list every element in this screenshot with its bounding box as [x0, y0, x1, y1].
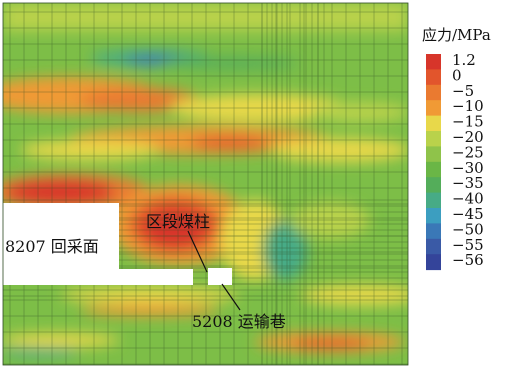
legend-label: −35: [452, 174, 484, 192]
legend-label: −5: [452, 82, 474, 100]
legend-swatch: [426, 100, 441, 117]
roadway-leader-line: [221, 283, 241, 311]
face-label: 8207 回采面: [5, 237, 99, 256]
legend-label: −45: [452, 205, 484, 223]
legend-swatch: [426, 161, 441, 178]
legend-title: 应力/MPa: [422, 26, 491, 44]
legend-label: −25: [452, 143, 484, 161]
legend-swatch: [426, 146, 441, 163]
stress-legend: 应力/MPa 1.20−5−10−15−20−25−30−35−40−45−50…: [422, 26, 491, 271]
legend-swatch: [426, 238, 441, 255]
legend-swatch: [426, 115, 441, 132]
legend-swatch: [426, 131, 441, 147]
legend-label: −20: [452, 128, 484, 146]
legend-label: −30: [452, 159, 484, 177]
legend-label: 0: [452, 66, 462, 84]
legend-label: −40: [452, 190, 484, 208]
roadway-label: 5208 运输巷: [192, 312, 286, 331]
working-face-opening: [3, 203, 119, 269]
pillar-label: 区段煤柱: [146, 212, 210, 231]
legend-label: −56: [452, 251, 484, 269]
legend-swatch: [426, 254, 441, 271]
legend-label: 1.2: [452, 51, 476, 69]
transport-roadway-opening: [208, 268, 232, 285]
legend-swatch: [426, 223, 441, 240]
legend-label: −55: [452, 236, 484, 254]
pillar-leader-line: [187, 230, 208, 273]
legend-swatch: [426, 177, 441, 194]
legend-swatch: [426, 84, 441, 101]
legend-label: −10: [452, 97, 484, 115]
working-face-roadway-opening: [3, 269, 193, 285]
legend-label: −50: [452, 220, 484, 238]
legend-swatch: [426, 192, 441, 209]
stress-contour-plot: [3, 3, 408, 365]
legend-swatch: [426, 69, 441, 86]
legend-label: −15: [452, 113, 484, 131]
legend-swatch: [426, 54, 441, 70]
legend-swatch: [426, 208, 441, 224]
